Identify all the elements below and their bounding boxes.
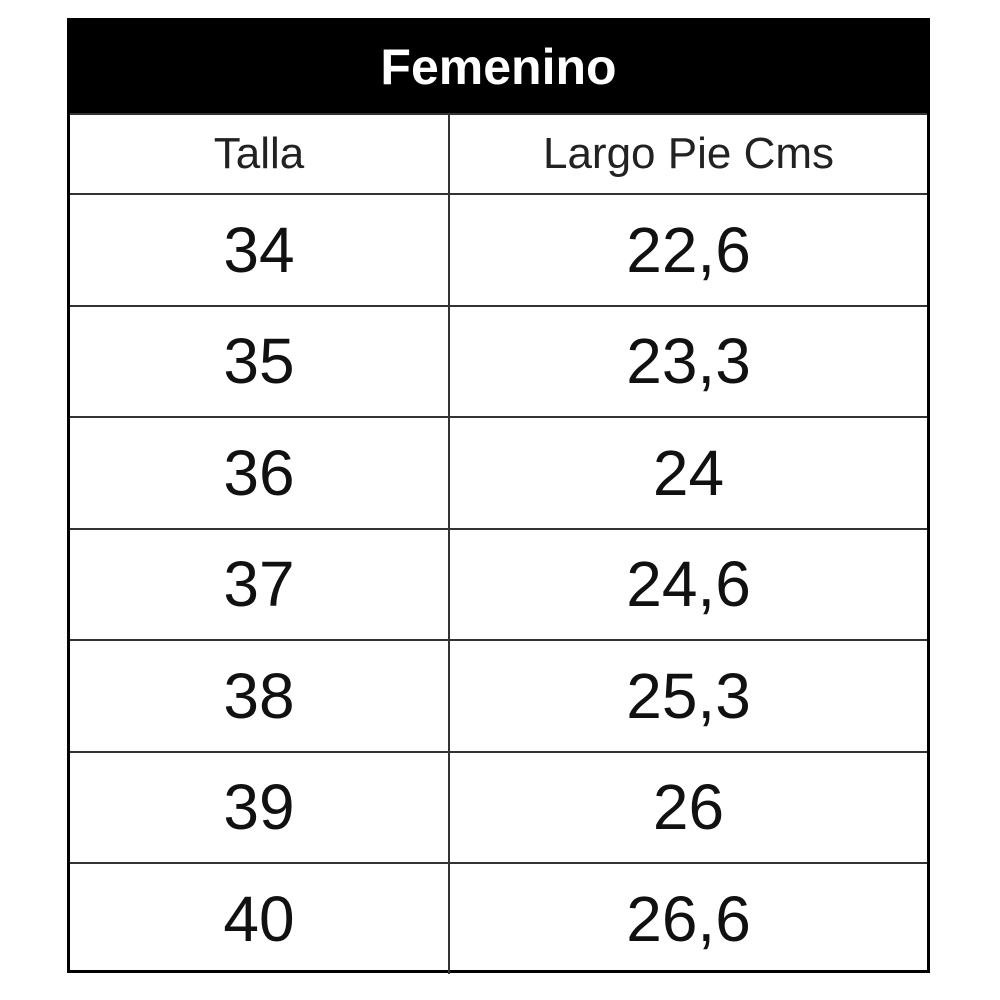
largo-cell: 26,6: [626, 882, 751, 955]
talla-cell: 35: [70, 306, 450, 416]
table-row: 36 24: [70, 416, 927, 528]
talla-cell: 40: [70, 864, 450, 974]
largo-cell: 23,3: [626, 325, 751, 398]
talla-cell: 39: [70, 752, 450, 862]
table-row: 35 23,3: [70, 304, 927, 416]
column-header-row: Talla Largo Pie Cms: [70, 113, 927, 193]
talla-cell: 36: [70, 418, 450, 528]
column-header-largo: Largo Pie Cms: [542, 129, 834, 178]
largo-cell: 24,6: [626, 548, 751, 621]
table-row: 40 26,6: [70, 862, 927, 974]
largo-cell: 24: [652, 436, 725, 509]
table-row: 37 24,6: [70, 527, 927, 639]
largo-cell: 25,3: [626, 659, 751, 732]
largo-cell: 22,6: [626, 213, 751, 286]
table-row: 39 26: [70, 750, 927, 862]
talla-cell: 37: [70, 529, 450, 639]
table-row: 38 25,3: [70, 639, 927, 751]
table-row: 34 22,6: [70, 193, 927, 305]
largo-cell: 26: [652, 771, 725, 844]
table-title: Femenino: [70, 21, 927, 113]
talla-cell: 38: [70, 641, 450, 751]
size-table: Femenino Talla Largo Pie Cms 34 22,6 35 23,…: [67, 18, 930, 974]
talla-cell: 34: [70, 195, 450, 305]
column-header-talla: Talla: [70, 115, 450, 193]
